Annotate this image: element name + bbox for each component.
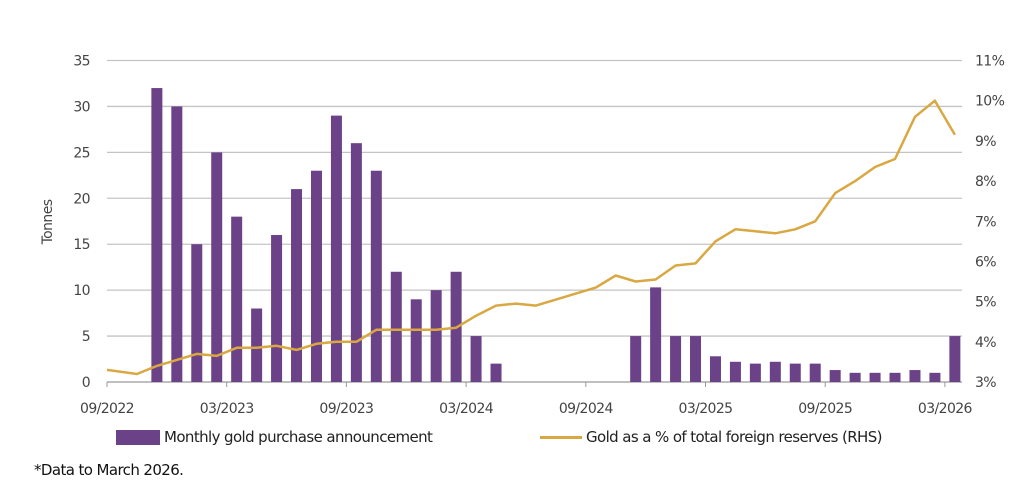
- y2-tick-label: 8%: [975, 174, 996, 190]
- bar: [709, 356, 721, 382]
- bar: [370, 170, 382, 382]
- bar: [869, 372, 881, 382]
- bar: [769, 361, 781, 382]
- bar: [949, 336, 961, 382]
- y2-tick-label: 10%: [975, 94, 1005, 110]
- bar: [291, 189, 303, 382]
- footnote: *Data to March 2026.: [34, 461, 184, 479]
- bar: [151, 88, 163, 383]
- legend-line-label: Gold as a % of total foreign reserves (R…: [586, 428, 882, 446]
- bar: [390, 271, 402, 382]
- y2-tick-label: 7%: [975, 214, 996, 230]
- bar: [809, 363, 821, 382]
- y2-tick-label: 3%: [975, 375, 996, 391]
- x-tick-label: 09/2025: [798, 401, 852, 417]
- x-tick-label: 03/2024: [439, 401, 494, 417]
- y-tick-label: 20: [73, 191, 90, 207]
- legend-bar-label: Monthly gold purchase announcement: [164, 428, 433, 446]
- bar: [231, 216, 243, 382]
- y2-tick-label: 9%: [975, 134, 996, 150]
- bar: [251, 308, 263, 382]
- bar: [889, 372, 901, 382]
- y-tick-label: 25: [73, 145, 90, 161]
- bar: [690, 336, 702, 382]
- y2-tick-label: 4%: [975, 335, 996, 351]
- y-tick-label: 0: [82, 375, 90, 391]
- bar: [271, 235, 283, 382]
- y-tick-label: 5: [82, 329, 90, 345]
- x-tick-label: 09/2022: [80, 401, 134, 417]
- bar: [211, 152, 223, 382]
- y-tick-label: 35: [73, 54, 90, 70]
- legend-item-line: Gold as a % of total foreign reserves (R…: [540, 428, 882, 446]
- x-tick-label: 09/2023: [319, 401, 373, 417]
- x-tick-label: 03/2023: [200, 401, 254, 417]
- x-tick-label: 03/2026: [918, 401, 973, 417]
- y-axis-label: Tonnes: [40, 199, 56, 245]
- bar: [829, 370, 841, 382]
- legend-bar-swatch: [116, 429, 160, 445]
- bar: [470, 336, 482, 382]
- y2-tick-label: 5%: [975, 295, 996, 311]
- y2-tick-label: 11%: [975, 54, 1005, 70]
- y-tick-label: 30: [73, 99, 90, 115]
- bar: [729, 361, 741, 382]
- x-tick-label: 03/2025: [679, 401, 733, 417]
- bar: [191, 244, 203, 382]
- y-tick-label: 15: [73, 237, 90, 253]
- bar: [749, 363, 761, 382]
- bar: [430, 290, 442, 382]
- bar: [350, 143, 362, 382]
- bar: [650, 287, 662, 382]
- bar: [909, 370, 921, 382]
- bar: [490, 363, 502, 382]
- legend-item-bars: Monthly gold purchase announcement: [116, 428, 433, 446]
- bar: [670, 336, 682, 382]
- x-tick-label: 09/2024: [559, 401, 614, 417]
- y2-tick-label: 6%: [975, 254, 996, 270]
- bar: [410, 299, 422, 382]
- bar: [310, 170, 322, 382]
- bar: [849, 372, 861, 382]
- bar: [171, 106, 183, 382]
- legend-line-swatch: [540, 435, 582, 439]
- bar: [630, 336, 642, 382]
- bar: [929, 372, 941, 382]
- bar: [330, 115, 342, 382]
- y-tick-label: 10: [73, 283, 90, 299]
- bar: [789, 363, 801, 382]
